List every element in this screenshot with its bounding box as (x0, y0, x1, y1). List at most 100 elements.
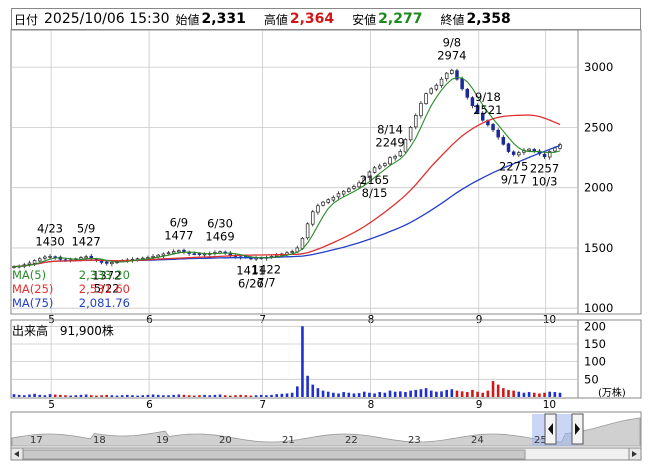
volume-bar (265, 395, 268, 397)
candle (213, 250, 217, 256)
volume-bar (192, 395, 196, 397)
annotation-date: 9/17 (501, 173, 527, 187)
candle-body (511, 151, 516, 155)
candle-body (450, 69, 454, 74)
candle-body (38, 258, 42, 262)
candle (429, 87, 433, 95)
candle (311, 209, 315, 227)
navigator-left-handle[interactable] (544, 413, 557, 445)
annotation-date: 6/9 (170, 216, 189, 230)
volume-bar (383, 392, 387, 397)
annotation-value: 1427 (71, 235, 100, 249)
candle (444, 71, 449, 82)
date-label: 日付 (14, 12, 39, 27)
volume-bar (373, 393, 376, 397)
candle-body (336, 193, 341, 198)
close-value: 2,358 (466, 11, 511, 27)
candle-body (326, 199, 330, 203)
volume-y-tick-label: 150 (584, 337, 606, 351)
candle-body (300, 237, 305, 249)
volume-bar (337, 393, 340, 397)
volume-bar (69, 395, 72, 397)
candle-body (331, 196, 336, 201)
volume-bar (352, 393, 356, 397)
volume-bar (53, 394, 57, 397)
volume-bar (393, 391, 397, 397)
volume-bar (64, 395, 67, 397)
candle (161, 252, 166, 259)
volume-bar (471, 389, 474, 397)
candle-body (372, 167, 377, 173)
volume-bar (481, 392, 485, 397)
candle-body (439, 78, 444, 86)
volume-bar (316, 388, 320, 397)
candle (547, 150, 552, 160)
volume-bar (522, 392, 526, 397)
candle-body (383, 163, 387, 166)
volume-bar (12, 394, 16, 397)
volume-bar (59, 394, 62, 397)
price-y-tick-label: 1000 (584, 301, 613, 315)
scrollbar-thumb[interactable] (22, 449, 526, 460)
chevron-left-icon (548, 423, 553, 435)
volume-bar (28, 394, 31, 397)
annotation-value: 1372 (92, 268, 121, 282)
volume-bar (429, 390, 433, 397)
volume-bar (476, 391, 479, 397)
volume-bar (347, 392, 351, 397)
volume-bar (249, 395, 253, 397)
volume-bar (532, 392, 536, 397)
navigator-right-handle[interactable] (571, 413, 584, 445)
candle (439, 76, 444, 88)
volume-bar (172, 394, 175, 397)
candle (372, 165, 377, 174)
candle-body (547, 151, 552, 158)
navigator-year-label: 17 (30, 435, 43, 446)
candle-body (197, 253, 202, 255)
candle-body (305, 223, 310, 239)
legend-ma75: MA(75) 2,081.76 (12, 296, 130, 310)
volume-bar (306, 375, 309, 397)
candle (38, 257, 42, 263)
candle-body (480, 112, 485, 121)
volume-bar (74, 395, 78, 397)
candle (414, 113, 418, 130)
volume-bar (43, 395, 47, 397)
ma5-line (13, 76, 561, 268)
candle (501, 135, 506, 146)
annotation-date: 7/7 (257, 275, 276, 289)
volume-bar (79, 394, 83, 397)
candle (321, 200, 325, 207)
volume-bar (543, 392, 546, 397)
candle-body (434, 84, 439, 90)
candle (383, 162, 387, 168)
volume-x-tick-label: 8 (368, 399, 375, 411)
volume-bar (424, 388, 428, 397)
volume-bar (285, 393, 289, 397)
volume-y-tick-label: 50 (584, 372, 599, 386)
volume-bar (156, 394, 160, 397)
navigator-year-label: 18 (93, 435, 106, 446)
price-y-tick-label: 2000 (584, 181, 613, 195)
candle (496, 128, 500, 140)
candle (475, 103, 480, 115)
candle (393, 154, 397, 161)
candle-body (455, 70, 459, 80)
candle (455, 68, 459, 81)
volume-bar (259, 394, 263, 397)
volume-bar (414, 389, 418, 397)
annotation-date: 8/14 (377, 123, 403, 137)
candle (398, 149, 403, 158)
volume-y-tick-label: 100 (584, 355, 606, 369)
volume-bar (342, 392, 345, 397)
volume-bar (48, 394, 52, 397)
volume-bar (362, 391, 366, 397)
price-y-tick-label: 1500 (584, 241, 613, 255)
candle-body (517, 152, 521, 156)
legend-ma25-label: MA(25) (12, 282, 54, 296)
volume-bar (167, 395, 170, 397)
candle-body (32, 260, 37, 264)
volume-bar (455, 390, 459, 397)
candle (532, 147, 536, 154)
